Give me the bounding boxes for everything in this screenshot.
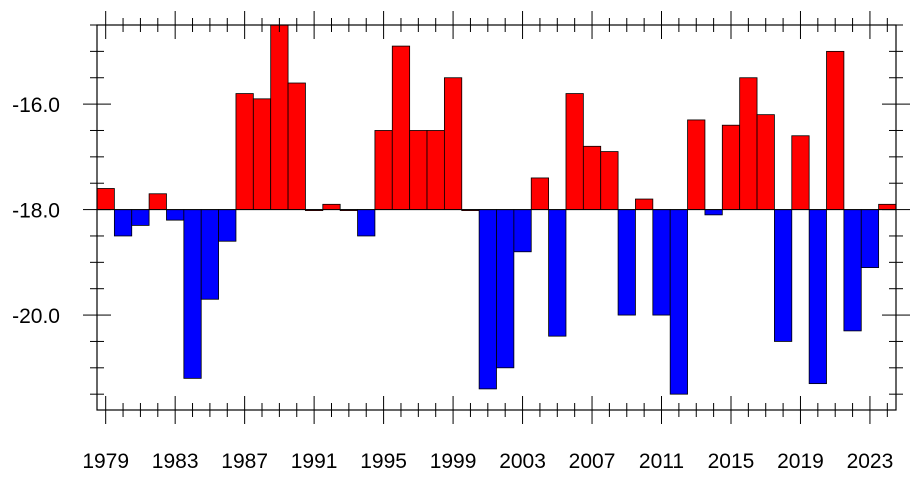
bar-2007: [582, 145, 602, 210]
y-tick-label--16: -16.0: [12, 94, 60, 117]
bar-1985: [200, 209, 219, 300]
bars-group: [96, 24, 897, 395]
bar-1998: [426, 130, 445, 210]
x-tick-label-2007: 2007: [569, 450, 616, 473]
bar-2004: [530, 177, 550, 210]
bar-2008: [600, 151, 619, 210]
bar-1989: [270, 24, 289, 210]
bar-2014: [704, 209, 723, 216]
bar-1987: [235, 93, 254, 210]
bar-2010: [635, 198, 654, 210]
bar-2021: [826, 50, 845, 210]
bar-1999: [443, 77, 463, 210]
ticks-group: [83, 11, 910, 424]
x-tick-label-1983: 1983: [152, 450, 199, 473]
bar-2024: [878, 203, 897, 210]
bar-2016: [739, 77, 758, 210]
y-tick-label--20: -20.0: [12, 305, 60, 328]
bar-1986: [218, 209, 237, 242]
x-tick-label-1995: 1995: [360, 450, 407, 473]
bar-1990: [287, 82, 306, 210]
x-tick-label-1999: 1999: [430, 450, 477, 473]
bar-1979: [96, 188, 115, 210]
bar-2013: [687, 119, 706, 210]
bar-2002: [496, 209, 515, 369]
bar-2019: [791, 135, 810, 210]
bar-2020: [808, 209, 827, 385]
bar-2022: [843, 209, 862, 332]
bar-2015: [721, 124, 741, 210]
bar-2003: [513, 209, 532, 253]
bar-2023: [860, 209, 880, 269]
bar-1996: [391, 45, 411, 210]
tick-labels-group: 1979 1983 1987 1991 1995 1999 2003 2007 2011 2015…: [12, 94, 893, 473]
y-tick-label--18: -18.0: [12, 200, 60, 223]
x-tick-label-2015: 2015: [708, 450, 755, 473]
x-tick-label-1991: 1991: [291, 450, 338, 473]
bar-1994: [357, 209, 376, 237]
bar-1992: [322, 203, 341, 210]
x-tick-label-2019: 2019: [777, 450, 824, 473]
bar-1995: [374, 130, 393, 210]
bar-2018: [774, 209, 793, 342]
bar-2012: [669, 209, 688, 395]
x-tick-label-2003: 2003: [499, 450, 546, 473]
x-tick-label-1987: 1987: [221, 450, 268, 473]
bar-2001: [478, 209, 497, 390]
x-tick-label-1979: 1979: [82, 450, 129, 473]
bar-1984: [183, 209, 202, 379]
bar-2006: [565, 93, 584, 210]
bar-2017: [756, 114, 775, 210]
bar-2009: [617, 209, 636, 316]
bar-1981: [131, 209, 150, 226]
bar-1982: [148, 193, 167, 210]
bar-1997: [409, 130, 428, 210]
bar-2005: [548, 209, 567, 337]
x-tick-label-2011: 2011: [639, 450, 684, 473]
bar-2011: [652, 209, 671, 316]
x-tick-label-2023: 2023: [847, 450, 894, 473]
plot-frame: [96, 24, 897, 411]
bar-1988: [252, 98, 272, 210]
bar-1980: [113, 209, 133, 237]
bar-1983: [166, 209, 185, 221]
